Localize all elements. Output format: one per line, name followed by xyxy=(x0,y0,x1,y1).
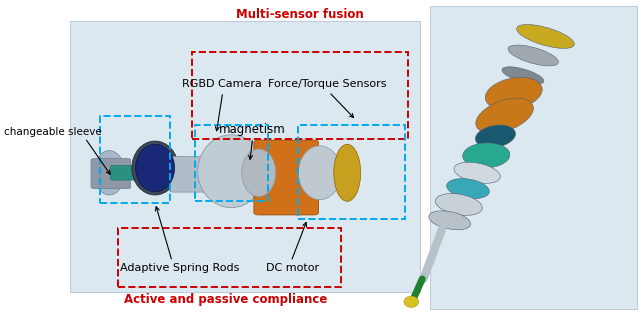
Ellipse shape xyxy=(132,141,179,195)
Ellipse shape xyxy=(485,77,542,110)
Ellipse shape xyxy=(404,296,419,307)
Text: magnetism: magnetism xyxy=(220,123,286,137)
FancyBboxPatch shape xyxy=(91,158,131,189)
Text: Force/Torque Sensors: Force/Torque Sensors xyxy=(268,79,387,89)
FancyBboxPatch shape xyxy=(429,6,637,309)
Ellipse shape xyxy=(198,135,265,208)
Ellipse shape xyxy=(502,67,544,84)
Text: changeable sleeve: changeable sleeve xyxy=(4,126,102,137)
FancyBboxPatch shape xyxy=(254,140,319,215)
Ellipse shape xyxy=(298,146,341,200)
Ellipse shape xyxy=(508,45,559,66)
FancyBboxPatch shape xyxy=(111,165,138,180)
Ellipse shape xyxy=(516,24,574,49)
Ellipse shape xyxy=(242,149,276,197)
Text: DC motor: DC motor xyxy=(266,263,319,273)
Ellipse shape xyxy=(454,162,500,183)
Ellipse shape xyxy=(435,194,483,215)
Text: RGBD Camera: RGBD Camera xyxy=(182,79,262,89)
Ellipse shape xyxy=(447,178,490,199)
Ellipse shape xyxy=(476,98,533,133)
Ellipse shape xyxy=(94,151,125,195)
Ellipse shape xyxy=(476,125,515,148)
Ellipse shape xyxy=(334,144,360,201)
Text: Adaptive Spring Rods: Adaptive Spring Rods xyxy=(120,263,239,273)
Text: Multi-sensor fusion: Multi-sensor fusion xyxy=(236,8,364,21)
Ellipse shape xyxy=(463,143,510,168)
Text: Active and passive compliance: Active and passive compliance xyxy=(124,293,327,306)
Ellipse shape xyxy=(429,211,470,230)
FancyBboxPatch shape xyxy=(170,157,217,192)
FancyBboxPatch shape xyxy=(70,21,420,292)
Ellipse shape xyxy=(136,144,175,192)
